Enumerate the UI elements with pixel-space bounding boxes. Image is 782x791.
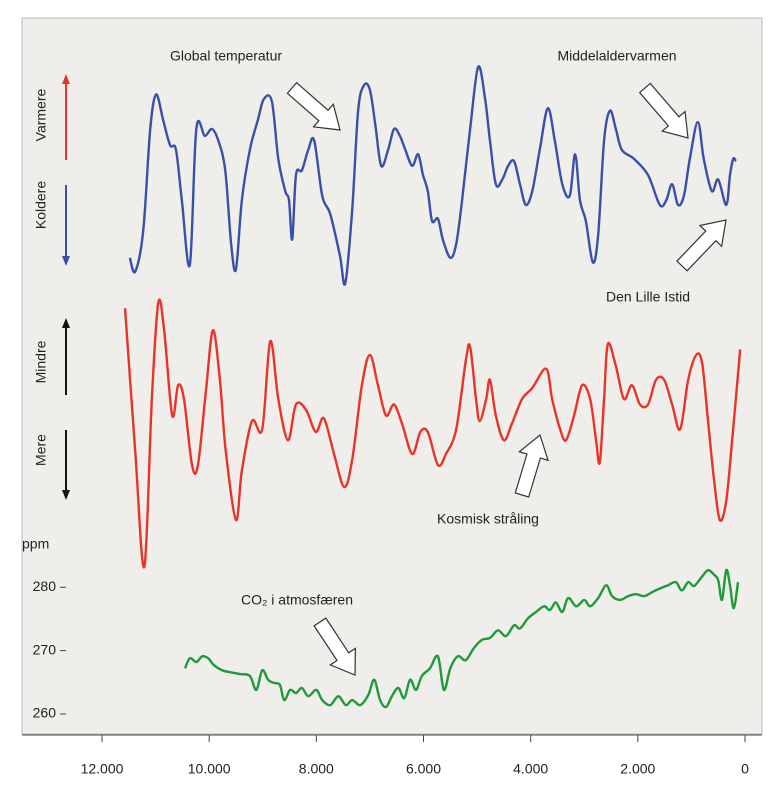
series-label: CO₂ i atmosfæren (241, 592, 353, 608)
y-tick-label: 260 (33, 705, 57, 721)
callout-arrow (676, 219, 727, 272)
side-label: Mere (33, 434, 49, 466)
series-label: Global temperatur (170, 48, 282, 64)
callout-arrow (313, 617, 357, 676)
unit-label: ppm (22, 536, 49, 552)
y-tick-label: 280 (33, 578, 57, 594)
side-label: Mindre (33, 340, 49, 383)
x-tick-label: 2.000 (620, 761, 655, 777)
x-tick-label: 8.000 (299, 761, 334, 777)
callout-arrow (286, 81, 341, 131)
series-label: Kosmisk stråling (437, 511, 539, 527)
side-arrows (62, 74, 70, 500)
callout-arrow (514, 433, 549, 498)
annotation: Den Lille Istid (606, 289, 690, 305)
x-tick-label: 6.000 (406, 761, 441, 777)
x-tick-label: 4.000 (513, 761, 548, 777)
plot-frame (21, 17, 763, 735)
x-tick-label: 10.000 (188, 761, 231, 777)
data-line (183, 568, 740, 709)
side-label: Varmere (33, 88, 49, 141)
x-tick-label: 12.000 (81, 761, 124, 777)
y-tick-label: 270 (33, 641, 57, 657)
side-label: Koldere (33, 181, 49, 229)
data-line (123, 298, 742, 569)
callout-arrow (638, 82, 689, 139)
x-tick-label: 0 (741, 761, 749, 777)
data-line (128, 65, 737, 286)
annotation: Middelaldervarmen (557, 48, 676, 64)
